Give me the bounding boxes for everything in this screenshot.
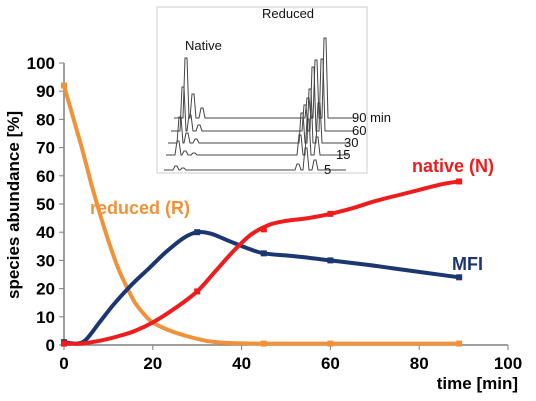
y-tick-label: 100 xyxy=(27,54,55,73)
x-tick-label: 100 xyxy=(494,354,522,373)
inset-trace-label: 30 xyxy=(344,135,358,150)
inset-trace xyxy=(171,58,353,132)
data-point-reduced-r xyxy=(456,340,463,347)
y-tick-label: 70 xyxy=(36,139,55,158)
x-tick-label: 40 xyxy=(232,354,251,373)
data-point-native-n xyxy=(327,210,334,217)
series-line-mfi xyxy=(62,229,462,346)
y-tick-label: 20 xyxy=(36,280,55,299)
y-tick-label: 0 xyxy=(46,336,55,355)
x-tick-label: 60 xyxy=(321,354,340,373)
inset-trace xyxy=(164,147,346,171)
y-tick-label: 10 xyxy=(36,308,55,327)
data-point-mfi xyxy=(194,229,201,236)
inset-frame xyxy=(156,6,368,174)
x-tick-label: 80 xyxy=(410,354,429,373)
y-tick-label: 30 xyxy=(36,251,55,270)
series-line-reduced-r xyxy=(62,83,462,346)
data-point-native-n xyxy=(260,226,267,233)
inset-reduced-label: Reduced xyxy=(262,6,314,21)
y-tick-label: 90 xyxy=(36,82,55,101)
series-label-mfi: MFI xyxy=(452,254,483,274)
inset-native-label: Native xyxy=(185,38,222,53)
series-label-native: native (N) xyxy=(412,156,494,176)
x-tick-label: 20 xyxy=(143,354,162,373)
series-line-native-n xyxy=(62,179,462,346)
data-point-native-n xyxy=(194,288,201,295)
inset-trace-label: 5 xyxy=(324,162,331,177)
inset-trace-label: 15 xyxy=(336,147,350,162)
y-tick-label: 80 xyxy=(36,110,55,129)
y-tick-label: 40 xyxy=(36,223,55,242)
data-point-mfi xyxy=(456,274,463,281)
inset-trace xyxy=(166,118,348,156)
x-axis-title: time [min] xyxy=(437,374,518,393)
y-tick-label: 50 xyxy=(36,195,55,214)
data-point-mfi xyxy=(327,257,334,264)
data-point-native-n xyxy=(61,340,67,347)
series-label-reduced: reduced (R) xyxy=(90,198,190,218)
y-axis-title: species abundance [%] xyxy=(4,111,23,299)
data-point-reduced-r xyxy=(327,340,334,347)
inset-trace-label: 90 min xyxy=(352,110,391,125)
data-point-reduced-r xyxy=(260,340,267,347)
x-tick-label: 0 xyxy=(59,354,68,373)
data-point-native-n xyxy=(456,178,463,185)
data-point-mfi xyxy=(260,250,267,257)
y-tick-label: 60 xyxy=(36,167,55,186)
data-point-reduced-r xyxy=(61,82,67,89)
inset-trace xyxy=(174,37,356,119)
inset-trace-label: 60 xyxy=(352,123,366,138)
